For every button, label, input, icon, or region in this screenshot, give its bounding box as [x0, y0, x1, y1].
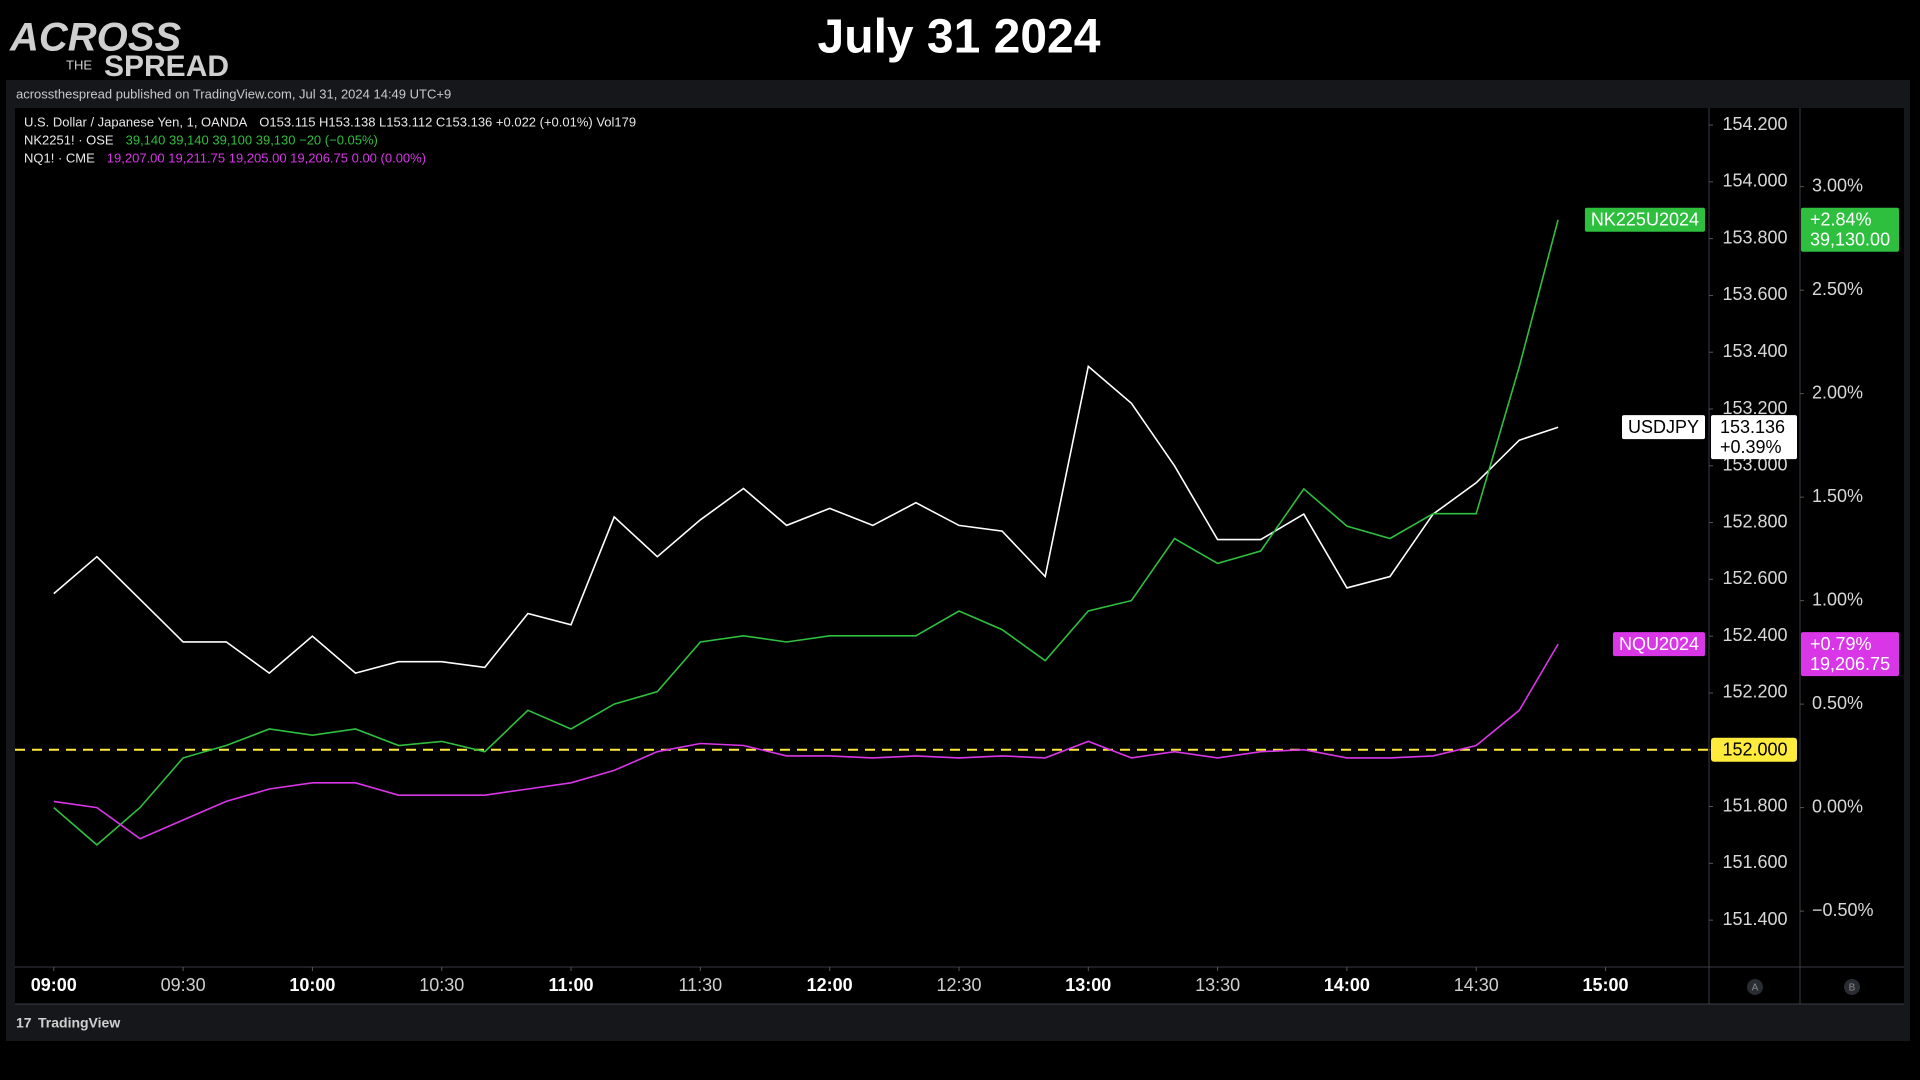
x-tick-label: 13:00 [1065, 975, 1111, 995]
horizontal-line-badge [1711, 737, 1797, 762]
brand: TradingView [38, 1015, 120, 1031]
series-line [53, 643, 1559, 840]
y-tick-label: 154.200 [1722, 114, 1787, 134]
x-tick-label: 14:30 [1454, 975, 1499, 995]
y-tick-label: 153.000 [1722, 455, 1787, 475]
x-tick-label: 10:00 [289, 975, 335, 995]
x-tick-label: 09:30 [161, 975, 206, 995]
x-tick-label: 11:00 [549, 975, 594, 995]
series-value-badge [1711, 415, 1797, 460]
x-tick-label: 10:30 [419, 975, 464, 995]
y-tick-label: 153.600 [1722, 284, 1787, 304]
y2-tick-label: 2.50% [1812, 279, 1863, 299]
y-tick-label: 153.400 [1722, 341, 1787, 361]
y2-tick-label: 3.00% [1812, 175, 1863, 195]
x-tick-label: 09:00 [31, 975, 77, 995]
publisher: acrossthespread published on TradingView… [16, 86, 451, 101]
series-value-label: +0.79% [1810, 634, 1872, 654]
series-line [53, 364, 1559, 675]
y-tick-label: 151.400 [1722, 909, 1787, 929]
legend-name: NQ1! · CME [24, 150, 95, 165]
y2-tick-label: 0.50% [1812, 693, 1863, 713]
x-tick-label: 12:30 [936, 975, 981, 995]
legend-name: NK2251! · OSE [24, 132, 114, 147]
y-tick-label: 151.600 [1722, 852, 1787, 872]
legend-quote: 39,140 39,140 39,100 39,130 −20 (−0.05%) [126, 132, 378, 147]
legend-quote: O153.115 H153.138 L153.112 C153.136 +0.0… [259, 114, 636, 129]
y2-tick-label: 1.00% [1812, 589, 1863, 609]
horizontal-line-label: 152.000 [1722, 740, 1787, 760]
y2-tick-label: 0.00% [1812, 796, 1863, 816]
series-line [53, 219, 1559, 846]
series-value-label: 153.136 [1720, 417, 1785, 437]
y-tick-label: 154.000 [1722, 171, 1787, 191]
y-tick-label: 152.600 [1722, 568, 1787, 588]
brand-icon: 17 [16, 1015, 32, 1031]
series-value-badge [1801, 207, 1899, 252]
chart-panel [15, 108, 1904, 1004]
series-name-badge [1621, 415, 1705, 440]
legend-quote: 19,207.00 19,211.75 19,205.00 19,206.75 … [107, 150, 426, 165]
y-tick-label: 152.200 [1722, 682, 1787, 702]
series-name-badge [1584, 207, 1705, 232]
scale-button-label[interactable]: B [1849, 983, 1856, 994]
y2-tick-label: −0.50% [1812, 900, 1874, 920]
logo: ACROSS THE SPREAD [9, 16, 229, 83]
y2-tick-label: 1.50% [1812, 486, 1863, 506]
y-tick-label: 153.800 [1722, 227, 1787, 247]
legend-name: U.S. Dollar / Japanese Yen, 1, OANDA [24, 114, 248, 129]
y-tick-label: 152.400 [1722, 625, 1787, 645]
logo-text: SPREAD [104, 50, 229, 83]
series-value-label: +2.84% [1810, 210, 1872, 230]
scale-button[interactable] [1747, 979, 1763, 995]
scale-button-label[interactable]: A [1752, 983, 1759, 994]
y-tick-label: 152.800 [1722, 511, 1787, 531]
x-tick-label: 14:00 [1324, 975, 1370, 995]
scale-button[interactable] [1844, 979, 1860, 995]
series-value-label: +0.39% [1720, 437, 1782, 457]
series-value-badge [1801, 632, 1899, 677]
x-tick-label: 13:30 [1195, 975, 1240, 995]
x-tick-label: 15:00 [1583, 975, 1629, 995]
series-name: USDJPY [1628, 417, 1699, 437]
series-value-label: 39,130.00 [1810, 230, 1890, 250]
series-name: NK225U2024 [1591, 210, 1699, 230]
y-tick-label: 151.800 [1722, 795, 1787, 815]
x-tick-label: 12:00 [807, 975, 853, 995]
y2-tick-label: 2.00% [1812, 382, 1863, 402]
logo-text: THE [66, 57, 92, 72]
y-tick-label: 153.200 [1722, 398, 1787, 418]
chart-title: July 31 2024 [818, 11, 1101, 64]
x-tick-label: 11:30 [678, 975, 722, 995]
series-value-label: 19,206.75 [1810, 654, 1890, 674]
series-name-badge [1612, 632, 1705, 657]
series-name: NQU2024 [1619, 634, 1699, 654]
logo-text: ACROSS [9, 16, 181, 60]
